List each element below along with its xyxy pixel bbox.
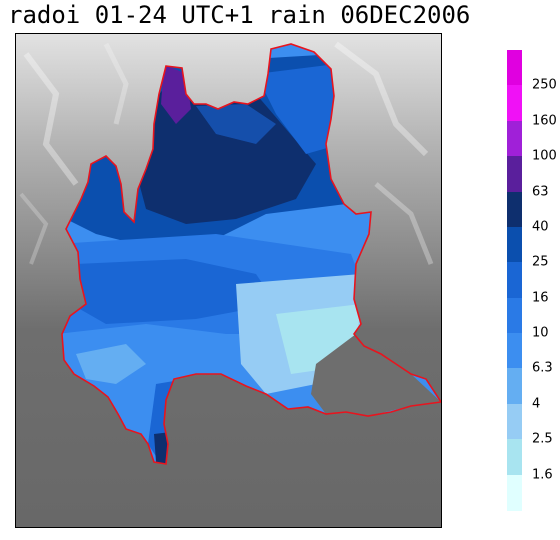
legend-label: 160 [532,113,557,129]
legend-label: 16 [532,290,549,306]
rainfall-map [15,33,442,528]
legend-swatch [507,191,522,228]
legend-label: 4 [532,396,541,412]
terrain-ridges [19,41,434,265]
legend-swatch [507,474,522,511]
legend-swatch [507,403,522,440]
legend-label: 100 [532,148,557,164]
legend-swatch [507,262,522,299]
legend-label: 2.5 [532,431,553,447]
map-title: radoi 01-24 UTC+1 rain 06DEC2006 [8,1,471,29]
legend-swatch [507,297,522,334]
legend-swatch [507,85,522,122]
legend-label: 1.6 [532,467,553,483]
legend-label: 250 [532,77,557,93]
legend-swatch [507,333,522,370]
legend-swatch [507,156,522,193]
legend-label: 6.3 [532,360,553,376]
legend-swatch [507,226,522,263]
legend-label: 40 [532,219,549,235]
legend-label: 25 [532,254,549,270]
legend-swatch [507,439,522,476]
legend-swatch [507,120,522,157]
legend-swatch [507,50,522,86]
legend-label: 10 [532,325,549,341]
legend-swatch [507,368,522,405]
legend-label: 63 [532,184,549,200]
